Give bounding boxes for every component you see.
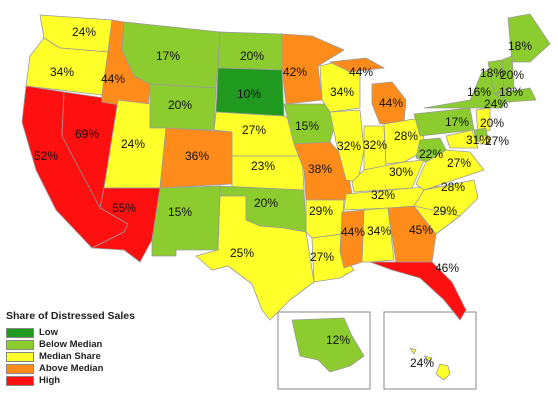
state-label-nv: 69% [75, 127, 99, 141]
map-legend: Share of Distressed Sales Low Below Medi… [6, 310, 186, 387]
state-label-la: 27% [310, 250, 334, 264]
legend-item-low: Low [6, 327, 186, 338]
state-label-me: 18% [508, 39, 532, 53]
state-label-ma: 18% [499, 85, 523, 99]
state-me [507, 13, 551, 63]
state-wv [415, 137, 447, 163]
state-label-ak: 12% [326, 333, 350, 347]
state-label-wv: 22% [419, 147, 443, 161]
state-nc [413, 179, 479, 217]
state-mn [281, 33, 345, 105]
state-hi [409, 347, 451, 381]
state-label-ny: 16% [467, 85, 491, 99]
state-label-id: 44% [101, 72, 125, 86]
state-label-nd: 20% [240, 49, 264, 63]
legend-item-below-median: Below Median [6, 339, 186, 350]
state-label-fl: 46% [435, 261, 459, 275]
state-md [445, 129, 479, 149]
state-label-ms: 44% [341, 225, 365, 239]
state-label-tn: 32% [371, 188, 395, 202]
state-label-sc: 29% [433, 204, 457, 218]
legend-title: Share of Distressed Sales [6, 310, 135, 322]
legend-label-low: Low [39, 327, 58, 338]
state-label-in: 32% [363, 138, 387, 152]
state-ms [339, 209, 365, 269]
state-label-up: 44% [349, 65, 373, 79]
legend-swatch-below-median [6, 339, 34, 350]
state-label-nj: 24% [484, 97, 508, 111]
legend-swatch-high [6, 375, 34, 386]
legend-item-above-median: Above Median [6, 363, 186, 374]
hawaii-inset-frame [383, 311, 477, 390]
state-al [361, 207, 395, 263]
state-label-sd: 10% [237, 87, 261, 101]
state-label-mn: 42% [283, 65, 307, 79]
state-nh [501, 55, 515, 91]
state-ak [291, 317, 365, 373]
state-label-ca: 52% [34, 149, 58, 163]
state-label-oh: 28% [394, 129, 418, 143]
state-label-ks: 23% [251, 159, 275, 173]
state-label-tx: 25% [230, 246, 254, 260]
state-label-nm: 15% [168, 205, 192, 219]
state-label-nc: 28% [441, 180, 465, 194]
state-label-mt: 17% [156, 49, 180, 63]
state-label-il: 32% [337, 139, 361, 153]
state-ma [493, 87, 537, 103]
legend-item-median-share: Median Share [6, 351, 186, 362]
state-label-nh: 20% [500, 68, 524, 82]
state-up [329, 57, 385, 73]
legend-item-high: High [6, 375, 186, 386]
state-label-ga: 45% [409, 223, 433, 237]
state-label-co: 36% [185, 149, 209, 163]
state-label-az: 55% [112, 201, 136, 215]
state-label-mo: 38% [308, 162, 332, 176]
state-label-dc: 27% [485, 134, 509, 148]
state-label-ne: 27% [242, 123, 266, 137]
state-label-wi: 34% [330, 85, 354, 99]
state-label-hi: 24% [410, 356, 434, 370]
state-label-ut: 24% [121, 137, 145, 151]
state-label-ok: 20% [254, 196, 278, 210]
state-wi [319, 59, 361, 113]
state-label-ky: 30% [389, 165, 413, 179]
legend-label-above-median: Above Median [39, 363, 104, 374]
state-oh [383, 117, 427, 165]
state-dc [479, 135, 491, 145]
state-nj [475, 107, 491, 135]
legend-label-high: High [39, 375, 61, 386]
state-ga [387, 205, 437, 263]
state-label-wa: 24% [72, 25, 96, 39]
legend-label-below-median: Below Median [39, 339, 103, 350]
state-fl [369, 261, 467, 321]
state-label-va: 27% [447, 156, 471, 170]
state-label-or: 34% [50, 65, 74, 79]
state-nm [151, 185, 221, 257]
state-ia [283, 103, 337, 145]
legend-label-median-share: Median Share [39, 351, 101, 362]
legend-swatch-low [6, 327, 34, 338]
state-tx [195, 195, 315, 321]
state-label-ia: 15% [295, 119, 319, 133]
legend-swatch-above-median [6, 363, 34, 374]
state-label-de: 20% [480, 116, 504, 130]
state-label-vt: 18% [480, 66, 504, 80]
state-label-mi: 44% [379, 96, 403, 110]
state-label-al: 34% [367, 224, 391, 238]
state-label-md: 31% [466, 133, 490, 147]
state-label-wy: 20% [168, 98, 192, 112]
legend-swatch-median-share [6, 351, 34, 362]
state-label-pa: 17% [445, 115, 469, 129]
state-label-ar: 29% [309, 204, 333, 218]
